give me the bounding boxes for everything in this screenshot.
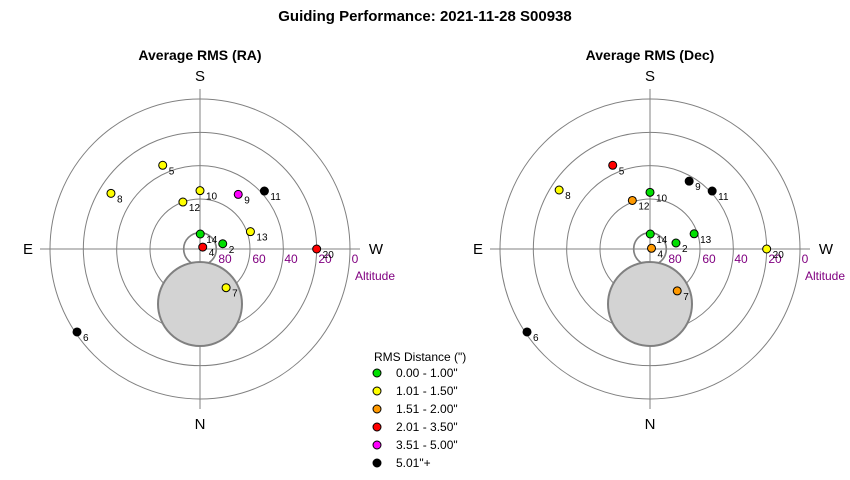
data-point xyxy=(608,160,618,170)
data-point-label: 13 xyxy=(700,235,712,246)
data-point xyxy=(259,186,269,196)
data-point xyxy=(645,187,655,197)
data-point-label: 13 xyxy=(256,233,268,244)
compass-south: S xyxy=(195,68,205,85)
data-point xyxy=(106,188,116,198)
data-point-label: 5 xyxy=(169,166,175,177)
data-point-label: 12 xyxy=(638,201,650,212)
data-point xyxy=(554,185,564,195)
data-point-label: 20 xyxy=(773,250,785,261)
altitude-tick-label: 40 xyxy=(734,252,748,266)
plot-title: Average RMS (RA) xyxy=(138,47,261,63)
altitude-tick-label: 80 xyxy=(218,252,232,266)
polar-plot-dec: Average RMS (Dec) S N E W 80 60 40 20 0 Altitude 2 4… xyxy=(473,47,845,433)
data-point-label: 2 xyxy=(229,245,235,256)
data-point xyxy=(762,244,772,254)
altitude-axis-title: Altitude xyxy=(805,269,845,283)
legend-title: RMS Distance (") xyxy=(374,350,466,364)
altitude-tick-label: 60 xyxy=(252,252,266,266)
compass-east: E xyxy=(23,241,33,258)
data-point xyxy=(645,229,655,239)
data-point xyxy=(233,189,243,199)
data-point xyxy=(245,227,255,237)
data-point-label: 10 xyxy=(206,192,218,203)
data-point-label: 11 xyxy=(718,192,729,203)
data-point-label: 6 xyxy=(533,333,539,344)
data-point-label: 20 xyxy=(323,250,335,261)
legend-swatch xyxy=(372,440,382,450)
moon-disc xyxy=(157,261,243,347)
data-point xyxy=(707,186,717,196)
polar-plot-ra: Average RMS (RA) S N E W 80 60 40 20 0 Altitude 2 4 5… xyxy=(23,47,395,433)
legend-label: 1.01 - 1.50" xyxy=(396,384,458,398)
data-point-label: 14 xyxy=(206,235,218,246)
altitude-tick-label: 80 xyxy=(668,252,682,266)
altitude-tick-label: 20 xyxy=(768,252,782,266)
data-point xyxy=(221,283,231,293)
data-point xyxy=(689,229,699,239)
data-point xyxy=(198,242,208,252)
legend-label: 1.51 - 2.00" xyxy=(396,402,458,416)
data-point-label: 6 xyxy=(83,333,89,344)
altitude-tick-label: 20 xyxy=(318,252,332,266)
data-point xyxy=(195,229,205,239)
compass-east: E xyxy=(473,241,483,258)
legend-swatch xyxy=(372,458,382,468)
altitude-axis-title: Altitude xyxy=(355,269,395,283)
legend: RMS Distance (") 0.00 - 1.00" 1.01 - 1.50"… xyxy=(372,350,466,470)
data-point-label: 4 xyxy=(658,249,664,260)
data-point-label: 2 xyxy=(682,244,688,255)
altitude-tick-label: 40 xyxy=(284,252,298,266)
legend-label: 3.51 - 5.00" xyxy=(396,438,458,452)
data-point-label: 7 xyxy=(232,289,238,300)
compass-south: S xyxy=(645,68,655,85)
data-point-label: 12 xyxy=(189,203,201,214)
data-point-label: 14 xyxy=(656,235,668,246)
data-point-label: 9 xyxy=(695,182,701,193)
legend-swatch xyxy=(372,422,382,432)
data-point xyxy=(522,327,532,337)
data-point-label: 7 xyxy=(683,292,689,303)
data-point-label: 11 xyxy=(270,192,281,203)
data-point-label: 9 xyxy=(244,195,250,206)
data-point xyxy=(671,238,681,248)
data-point-label: 4 xyxy=(209,248,215,259)
data-point xyxy=(158,160,168,170)
compass-north: N xyxy=(645,416,656,433)
moon-disc xyxy=(607,261,693,347)
data-point xyxy=(627,195,637,205)
legend-label: 5.01"+ xyxy=(396,456,431,470)
legend-label: 0.00 - 1.00" xyxy=(396,366,458,380)
data-point-label: 8 xyxy=(117,194,123,205)
legend-swatch xyxy=(372,386,382,396)
data-point xyxy=(312,244,322,254)
data-point xyxy=(218,239,228,249)
altitude-tick-label: 0 xyxy=(352,252,359,266)
altitude-tick-label: 0 xyxy=(802,252,809,266)
compass-west: W xyxy=(819,241,834,258)
data-point xyxy=(684,176,694,186)
compass-north: N xyxy=(195,416,206,433)
data-point xyxy=(178,197,188,207)
data-point xyxy=(195,186,205,196)
data-point-label: 5 xyxy=(619,166,625,177)
legend-swatch xyxy=(372,404,382,414)
compass-west: W xyxy=(369,241,384,258)
legend-label: 2.01 - 3.50" xyxy=(396,420,458,434)
data-point xyxy=(647,243,657,253)
data-point-label: 8 xyxy=(565,191,571,202)
main-title: Guiding Performance: 2021-11-28 S00938 xyxy=(278,8,572,25)
altitude-tick-label: 60 xyxy=(702,252,716,266)
data-point xyxy=(672,286,682,296)
legend-swatch xyxy=(372,368,382,378)
plot-title: Average RMS (Dec) xyxy=(586,47,715,63)
data-point xyxy=(72,327,82,337)
data-point-label: 10 xyxy=(656,193,668,204)
